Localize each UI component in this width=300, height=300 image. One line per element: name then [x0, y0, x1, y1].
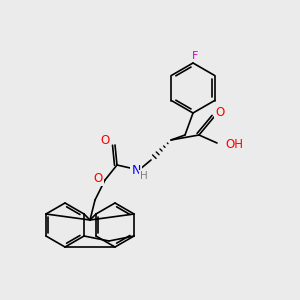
- Text: OH: OH: [225, 139, 243, 152]
- Text: N: N: [131, 164, 141, 178]
- Text: O: O: [100, 134, 109, 146]
- Text: F: F: [192, 51, 198, 61]
- Text: H: H: [140, 171, 148, 181]
- Text: O: O: [93, 172, 103, 184]
- Text: O: O: [215, 106, 225, 118]
